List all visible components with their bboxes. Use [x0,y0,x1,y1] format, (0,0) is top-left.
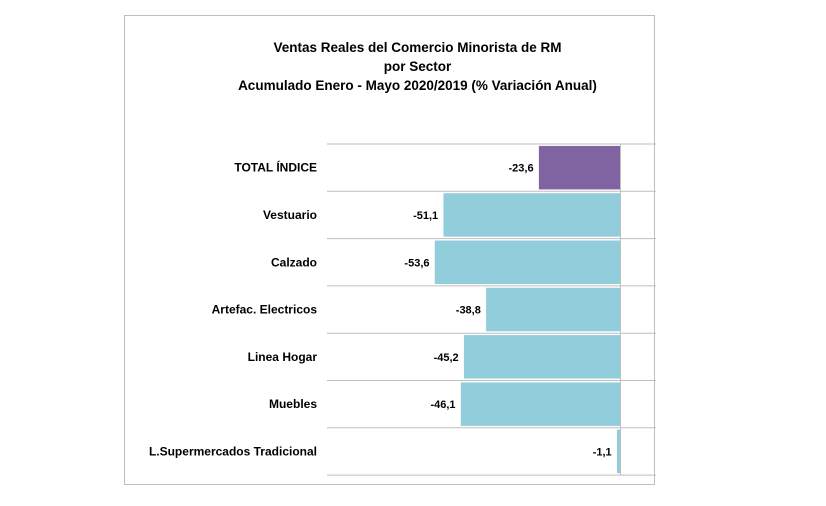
category-label: Muebles [269,397,317,411]
data-label: -53,6 [404,257,429,269]
category-label: Artefac. Electricos [212,303,318,317]
bar [538,145,621,190]
bar [434,240,621,285]
category-label: Vestuario [263,208,317,222]
chart-title-line-3: Acumulado Enero - Mayo 2020/2019 (% Vari… [238,78,597,93]
category-label: Linea Hogar [248,350,318,364]
bar [442,192,621,238]
chart-title-line-2: por Sector [383,59,452,74]
category-label: L.Supermercados Tradicional [149,444,317,458]
category-label: Calzado [271,255,317,269]
data-label: -38,8 [456,305,481,317]
bar [460,381,621,427]
data-label: -51,1 [413,210,438,222]
bar [485,287,621,332]
category-label: TOTAL ÍNDICE [234,160,317,175]
bar [463,334,621,380]
chart-title-line-1: Ventas Reales del Comercio Minorista de … [273,40,562,55]
bar [616,429,621,474]
data-label: -23,6 [509,163,534,175]
chart-title: Ventas Reales del Comercio Minorista de … [124,38,711,95]
data-label: -1,1 [593,446,612,458]
data-label: -45,2 [434,352,459,364]
data-label: -46,1 [430,399,455,411]
